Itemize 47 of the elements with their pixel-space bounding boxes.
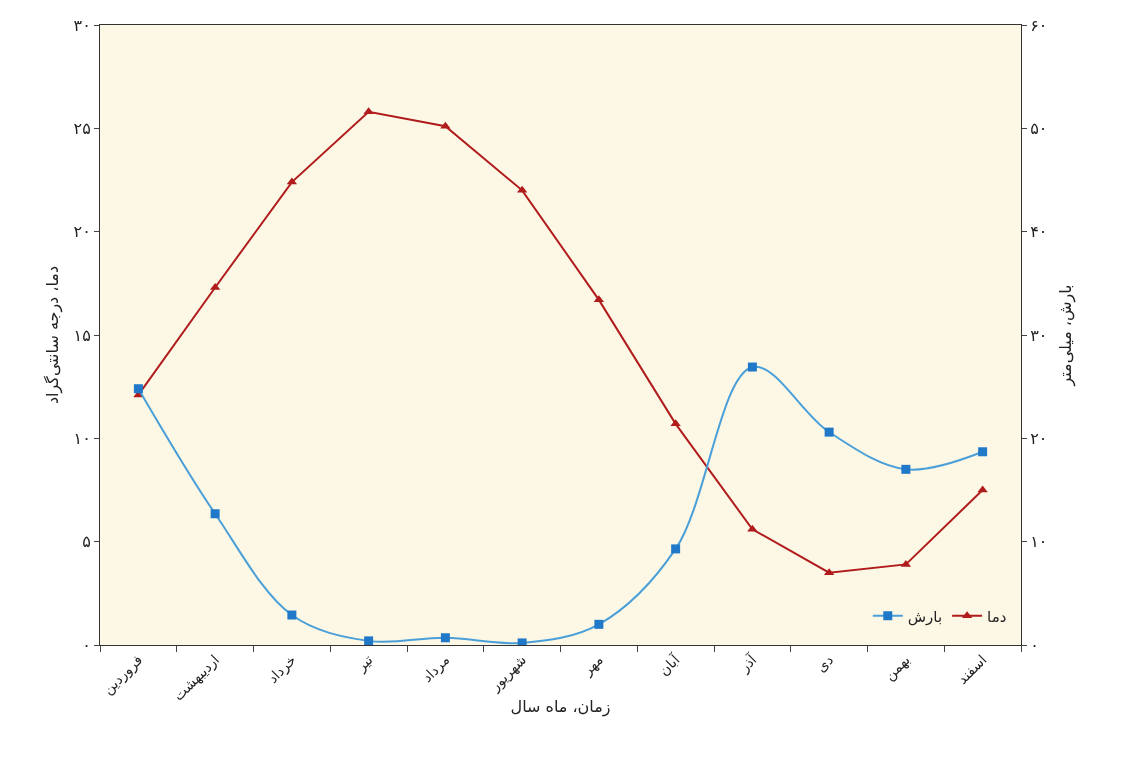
point — [594, 619, 604, 629]
point — [287, 610, 297, 620]
y-tick-label: ۲۰ — [73, 222, 91, 242]
x-tick-label: فروردین — [99, 651, 147, 699]
y-tick-label: ۵ — [82, 532, 91, 552]
y-tick-label: ۳۰ — [73, 15, 91, 35]
x-tick-label: مرداد — [418, 651, 454, 686]
y-tick-label: ۱۰ — [73, 428, 91, 448]
y2-tick-label: ۰ — [1030, 635, 1039, 655]
x-tick-label: خرداد — [264, 651, 300, 687]
point — [978, 447, 988, 457]
point — [901, 464, 911, 474]
point — [517, 638, 527, 645]
x-axis-title: زمان، ماه سال — [510, 697, 611, 718]
y2-tick-label: ۶۰ — [1030, 15, 1048, 35]
x-tick-label: آبان — [655, 650, 684, 679]
x-tick-label: اسفند — [954, 651, 990, 688]
point — [440, 121, 451, 129]
x-tick-label: بهمن — [881, 651, 914, 685]
legend-label: دما — [987, 607, 1007, 626]
x-tick-label: اردیبهشت — [170, 651, 223, 705]
point — [747, 362, 757, 372]
x-tick-label: تیر — [352, 651, 377, 676]
point — [364, 636, 374, 645]
x-tick-label: شهریور — [486, 651, 530, 696]
point — [133, 384, 143, 394]
y-tick-label: ۲۵ — [73, 118, 91, 138]
point — [671, 544, 681, 554]
x-tick-label: مهر — [578, 651, 607, 680]
y2-tick-label: ۱۰ — [1030, 532, 1048, 552]
point — [440, 633, 450, 643]
y-tick-label: ۱۵ — [73, 325, 91, 345]
point — [824, 427, 834, 437]
y2-tick-label: ۳۰ — [1030, 325, 1048, 345]
y-tick-label: ۰ — [82, 635, 91, 655]
y2-axis-title: بارش، میلی‌متر — [1056, 284, 1076, 387]
point — [210, 509, 220, 519]
x-tick-label: آذر — [735, 650, 761, 677]
point — [670, 419, 681, 427]
y2-tick-label: ۴۰ — [1030, 222, 1048, 242]
legend-label: بارش — [907, 607, 943, 626]
point — [363, 107, 374, 115]
y-axis-title: دما، درجه سانتی‌گراد — [43, 265, 63, 405]
x-tick-label: دی — [812, 651, 837, 676]
y2-tick-label: ۲۰ — [1030, 428, 1048, 448]
point — [747, 524, 758, 532]
y2-tick-label: ۵۰ — [1030, 118, 1048, 138]
